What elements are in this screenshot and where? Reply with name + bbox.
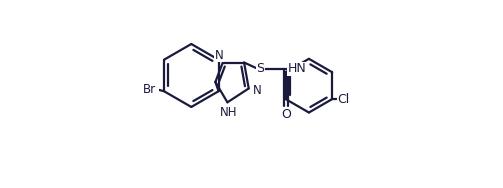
- Text: Br: Br: [143, 83, 156, 96]
- Text: N: N: [215, 49, 224, 62]
- Text: HN: HN: [288, 62, 307, 76]
- Text: NH: NH: [220, 106, 237, 119]
- Text: S: S: [257, 62, 265, 76]
- Text: O: O: [281, 108, 291, 121]
- Text: N: N: [254, 84, 262, 97]
- Text: Cl: Cl: [338, 93, 350, 106]
